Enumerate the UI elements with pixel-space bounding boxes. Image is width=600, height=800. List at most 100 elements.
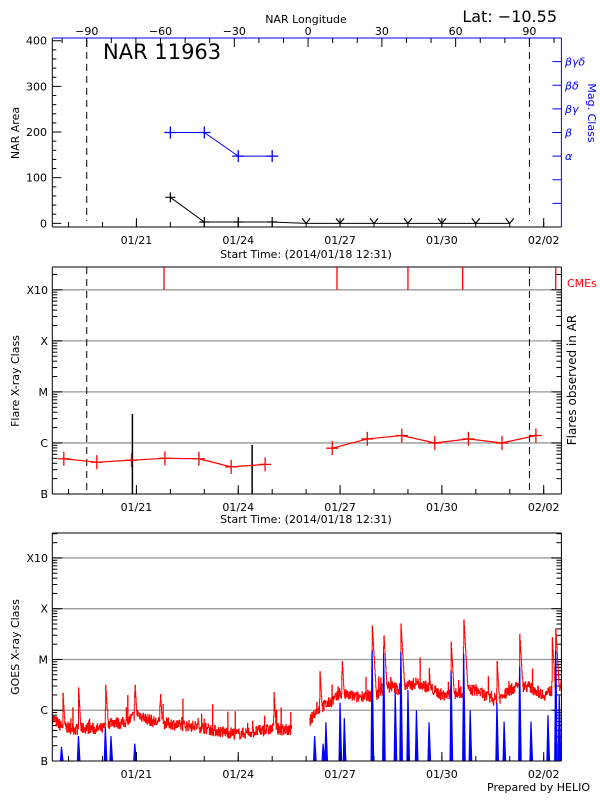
- goes-short-channel-spike: [370, 650, 375, 761]
- flare-class-point-marker: [529, 428, 542, 443]
- goes-short-channel-spike: [321, 743, 326, 761]
- flare-class-point-marker: [326, 441, 339, 456]
- area-point-v-marker: [437, 217, 447, 225]
- x-tick-label: 01/21: [121, 234, 153, 247]
- y-tick-label: X: [40, 603, 48, 616]
- x-tick-label: 01/30: [426, 234, 458, 247]
- longitude-tick-label: 60: [449, 25, 463, 38]
- y-tick-label: 100: [26, 172, 47, 185]
- y-tick-label: C: [40, 437, 48, 450]
- flare-class-point-marker: [90, 455, 103, 470]
- y-tick-label: M: [39, 653, 49, 666]
- area-point-plus-marker: [233, 216, 244, 227]
- x-tick-label: 01/27: [324, 501, 356, 514]
- area-point-v-marker: [505, 217, 515, 225]
- y-tick-label: 400: [26, 35, 47, 48]
- flare-class-point-marker: [462, 431, 475, 446]
- x-tick-label: 02/02: [528, 234, 560, 247]
- flare-class-point-marker: [259, 457, 272, 472]
- flare-class-point-marker: [57, 451, 70, 466]
- goes-short-channel-spike: [399, 652, 403, 761]
- goes-short-channel-spike: [76, 736, 81, 761]
- flare-class-point-marker: [225, 459, 238, 474]
- mag-class-point-marker: [232, 150, 245, 163]
- longitude-tick-label: 90: [522, 25, 536, 38]
- mag-class-tick-label: βδ: [564, 79, 579, 92]
- goes-short-channel-spike: [342, 718, 347, 761]
- x-axis-panel1: 01/21 01/24 01/27 01/30 02/02: [68, 218, 560, 247]
- y-tick-label: B: [40, 755, 48, 768]
- goes-short-channel-spike: [393, 692, 398, 761]
- x-tick-label: 01/27: [324, 234, 356, 247]
- y-tick-label: X: [40, 335, 48, 348]
- y-tick-label: X10: [26, 284, 48, 297]
- x-tick-label: 01/24: [222, 501, 254, 514]
- goes-short-channel-spike: [462, 653, 466, 761]
- area-point-v-marker: [471, 217, 481, 225]
- goes-short-channel-spike: [557, 694, 562, 761]
- panel2-x-axis-title: Start Time: (2014/01/18 12:31): [220, 513, 392, 526]
- goes-short-channel-spike: [554, 650, 558, 761]
- goes-long-channel-line: [309, 619, 562, 726]
- mag-class-tick-label: α: [565, 150, 573, 163]
- mag-class-axis-title: Mag. Class: [585, 83, 598, 142]
- top-axis-title: NAR Longitude: [265, 13, 347, 26]
- goes-short-channel-spike: [414, 710, 419, 761]
- x-tick-label: 01/21: [121, 501, 153, 514]
- goes-short-channel-spike: [324, 722, 329, 761]
- mag-class-tick-label: β: [564, 127, 572, 140]
- flare-class-point-marker: [395, 428, 408, 443]
- goes-short-channel-spike: [338, 702, 343, 761]
- y-tick-label: 200: [26, 126, 47, 139]
- x-tick-label: 01/24: [222, 768, 254, 781]
- x-axis-panel3: 01/21 01/24 01/27 01/30 02/02: [68, 752, 560, 781]
- latitude-label: Lat: −10.55: [462, 7, 557, 26]
- goes-short-channel-spike: [468, 710, 473, 761]
- flares-in-ar-axis-title: Flares observed in AR: [565, 315, 579, 445]
- x-tick-label: 01/30: [426, 501, 458, 514]
- region-title: NAR 11963: [103, 40, 221, 64]
- flare-class-axis-title: Flare X-ray Class: [9, 335, 22, 427]
- flare-class-point-marker: [361, 431, 374, 446]
- y-tick-label: B: [40, 488, 48, 501]
- area-point-v-marker: [301, 217, 311, 225]
- mag-class-point-marker: [164, 126, 177, 139]
- goes-short-channel-spike: [382, 653, 386, 761]
- flare-class-point-marker: [428, 435, 441, 450]
- flare-class-point-marker: [158, 451, 171, 466]
- mag-class-tick-label: βγδ: [564, 56, 586, 69]
- longitude-tick-label: 30: [375, 25, 389, 38]
- goes-short-channel-spike: [518, 666, 522, 761]
- goes-short-channel-spike: [109, 736, 114, 761]
- flare-class-point-marker: [125, 453, 138, 468]
- y-tick-label: X10: [26, 552, 48, 565]
- mag-class-series-line: [170, 132, 273, 157]
- flare-class-series-line: [332, 434, 537, 449]
- goes-short-channel-spike: [59, 746, 64, 761]
- area-axis-title: NAR Area: [9, 107, 22, 159]
- longitude-tick-label: 0: [305, 25, 312, 38]
- goes-short-channel-spike: [313, 736, 317, 761]
- cme-label: CMEs: [567, 277, 597, 290]
- x-axis-panel2: 01/21 01/24 01/27 01/30 02/02: [68, 485, 560, 514]
- goes-class-axis-title: GOES X-ray Class: [9, 599, 22, 695]
- goes-short-channel-spike: [103, 727, 108, 761]
- y-tick-label: C: [40, 704, 48, 717]
- goes-short-channel-spike: [546, 715, 551, 761]
- goes-short-channel-spike: [495, 702, 500, 761]
- longitude-tick-label: −60: [149, 25, 172, 38]
- x-tick-label: 01/27: [324, 768, 356, 781]
- flare-class-point-marker: [495, 435, 508, 450]
- x-tick-label: 01/30: [426, 768, 458, 781]
- y-tick-label: 0: [40, 217, 47, 230]
- longitude-tick-label: −90: [75, 25, 98, 38]
- mag-class-point-marker: [266, 150, 279, 163]
- area-point-plus-marker: [267, 216, 278, 227]
- panel1-x-axis-title: Start Time: (2014/01/18 12:31): [220, 248, 392, 261]
- area-point-v-marker: [403, 217, 413, 225]
- credit-label: Prepared by HELIO: [487, 781, 590, 794]
- mag-class-tick-label: βγ: [564, 103, 579, 116]
- flare-class-point-marker: [192, 451, 205, 466]
- area-point-plus-marker: [165, 192, 176, 203]
- goes-short-channel-spike: [133, 743, 137, 761]
